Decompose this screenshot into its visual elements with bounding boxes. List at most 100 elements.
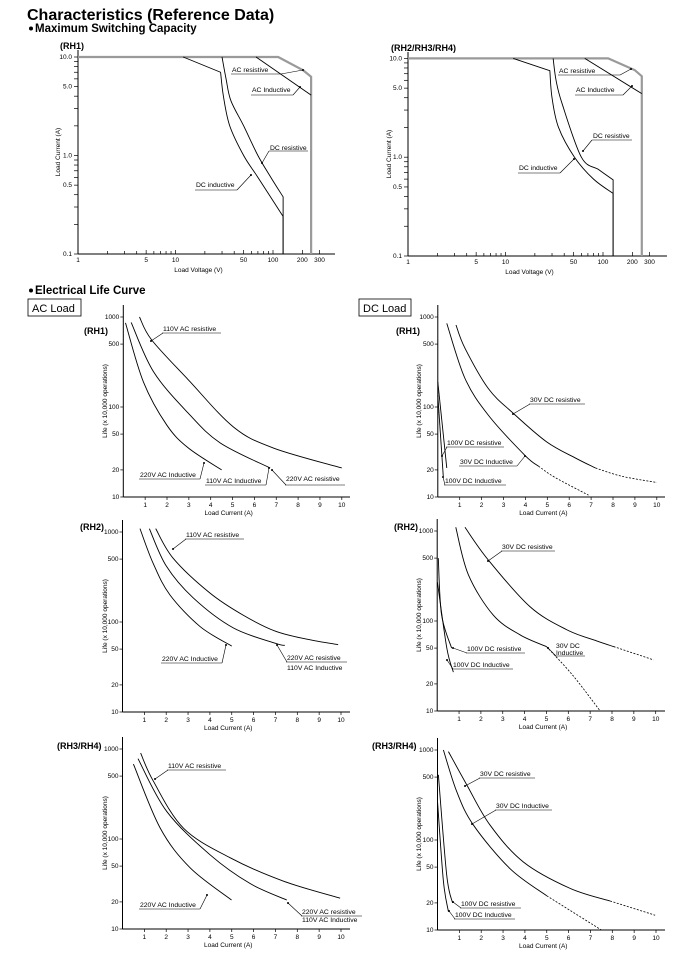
series-220v-ac-resistive-110v-ac-inductive	[137, 758, 287, 901]
chart-life-rh3-dc: (RH3/RH4) 1 2 3 4 5 6 7 8 9 10 10 20 50 100 500 1000 Load…	[372, 738, 665, 950]
y-tick-label: 20	[426, 900, 434, 907]
curve-label: 100V DC resistive	[467, 646, 522, 653]
series-ac-inductive	[255, 56, 312, 96]
curve-label: 110V AC resistive	[163, 326, 216, 333]
series-ac-inductive	[584, 58, 643, 95]
x-tick-label: 4	[523, 935, 527, 942]
curve-label: 220V AC Inductive	[140, 472, 196, 479]
page-title: Characteristics (Reference Data)	[27, 7, 274, 24]
curve-label: 220V AC Inductive	[162, 656, 218, 663]
series-line	[437, 801, 449, 912]
label-leader-line	[487, 550, 503, 562]
x-tick-label: 10	[337, 934, 345, 941]
y-tick-label: 500	[422, 555, 433, 562]
y-tick-label: 5.0	[63, 84, 72, 91]
arrowhead-icon	[442, 476, 444, 478]
label-leader-line	[448, 910, 456, 920]
arrowhead-icon	[582, 150, 584, 152]
series-line	[139, 316, 342, 469]
series-220v-ac-inductive	[125, 322, 222, 471]
label-leader-line	[150, 332, 164, 342]
y-tick-label: 20	[111, 682, 119, 689]
arrowhead-icon	[573, 158, 575, 160]
curve-label: 30V DC Inductive	[496, 803, 549, 810]
x-axis-title: Load Current (A)	[519, 943, 567, 950]
chart-model-label: (RH3/RH4)	[372, 741, 417, 751]
label-leader-line	[236, 174, 252, 191]
arrowhead-icon	[452, 647, 454, 649]
chart-cap-rh1: (RH1) 1 5 10 50 100 200 300 0.1 0.5 1.0 5.0 10.0 Load…	[55, 41, 335, 274]
y-tick-label: 50	[427, 431, 435, 438]
x-tick-label: 1	[76, 257, 80, 264]
curve-label: 220V AC resistive	[286, 476, 340, 483]
y-tick-label: 10	[426, 927, 434, 934]
series-line	[125, 322, 222, 471]
ac-load-label: AC Load	[32, 303, 75, 315]
label-leader-line	[471, 809, 497, 825]
y-axis-title: Life (x 10,000 operations)	[102, 579, 109, 653]
x-axis-title: Load Voltage (V)	[505, 269, 553, 276]
label-leader-line	[287, 902, 303, 917]
curve-label: 100V DC Inductive	[453, 662, 510, 669]
y-axis-title: Load Current (A)	[386, 130, 393, 178]
chart-model-label: (RH2/RH3/RH4)	[391, 43, 456, 53]
x-axis-title: Load Current (A)	[204, 510, 252, 517]
x-tick-label: 7	[274, 717, 278, 724]
y-axis-title: Life (x 10,000 operations)	[416, 364, 423, 438]
x-tick-label: 7	[589, 502, 593, 509]
label-leader-line	[619, 68, 632, 76]
x-tick-label: 300	[644, 259, 655, 266]
arrowhead-icon	[302, 69, 304, 71]
y-tick-label: 100	[422, 618, 433, 625]
x-tick-label: 9	[633, 502, 637, 509]
arrowhead-icon	[268, 467, 270, 469]
y-tick-label: 10	[111, 709, 119, 716]
charts: (RH1) 1 5 10 50 100 200 300 0.1 0.5 1.0 5.0 10.0 Load…	[55, 41, 667, 950]
arrowhead-icon	[271, 469, 273, 471]
arrowhead-icon	[206, 894, 208, 896]
x-tick-label: 8	[610, 716, 614, 723]
label-leader-line	[280, 69, 304, 75]
label-leader-line	[261, 150, 270, 164]
x-tick-label: 8	[295, 717, 299, 724]
x-tick-label: 200	[297, 257, 308, 264]
chart-life-rh3-ac: (RH3/RH4) 1 2 3 4 5 6 7 8 9 10 10 20 50 100 500 1000 Load…	[57, 737, 362, 949]
arrowhead-icon	[524, 455, 526, 457]
curve-label: 30V DC resistive	[480, 771, 531, 778]
x-tick-label: 2	[165, 502, 169, 509]
series-line	[133, 763, 232, 901]
chart-life-rh2-ac: (RH2) 1 2 3 4 5 6 7 8 9 10 10 20 50 100 500 1000 Load Cur…	[80, 520, 350, 732]
x-tick-label: 9	[317, 934, 321, 941]
label-leader-line	[271, 469, 287, 486]
arrowhead-icon	[446, 659, 448, 661]
label-leader-line	[199, 462, 205, 480]
x-tick-label: 6	[252, 717, 256, 724]
dc-load-label: DC Load	[363, 303, 406, 315]
arrowhead-icon	[250, 174, 252, 176]
series-line	[255, 56, 312, 96]
series-line	[130, 322, 271, 469]
bullet-icon	[29, 26, 33, 31]
x-tick-label: 100	[268, 257, 279, 264]
series-dashed-extension	[538, 465, 589, 496]
x-axis-title: Load Current (A)	[519, 724, 567, 731]
x-axis-title: Load Current (A)	[204, 725, 252, 732]
curve-label: 100V DC resistive	[461, 901, 516, 908]
x-tick-label: 4	[208, 717, 212, 724]
x-tick-label: 6	[253, 502, 257, 509]
series-line	[584, 58, 643, 95]
x-tick-label: 10	[338, 502, 346, 509]
x-tick-label: 8	[295, 934, 299, 941]
series-dc-inductive	[183, 56, 284, 254]
arrowhead-icon	[225, 644, 227, 646]
x-tick-label: 10	[652, 716, 660, 723]
series-line	[155, 528, 339, 646]
chart-model-label: (RH1)	[396, 326, 420, 336]
arrowhead-icon	[631, 85, 633, 87]
arrowhead-icon	[441, 455, 443, 457]
bullet-icon	[29, 288, 33, 293]
curve-label: 110V AC resistive	[186, 532, 239, 539]
series-100v-dc-resistive	[437, 381, 448, 469]
x-tick-label: 10	[337, 717, 345, 724]
x-tick-label: 2	[479, 935, 483, 942]
